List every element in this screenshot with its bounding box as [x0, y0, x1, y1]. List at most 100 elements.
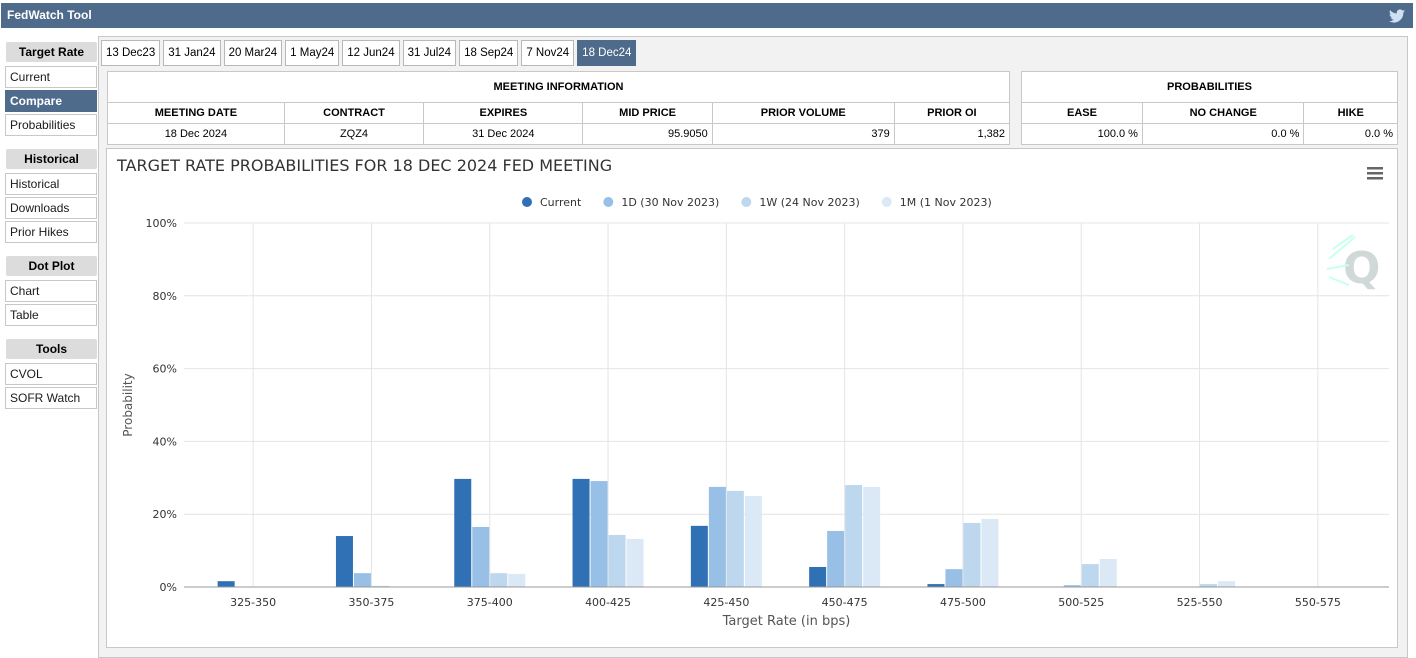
- bar: [845, 485, 863, 587]
- chart-title: TARGET RATE PROBABILITIES FOR 18 DEC 202…: [116, 156, 612, 175]
- sidebar-item[interactable]: Prior Hikes: [5, 221, 97, 243]
- meeting-tab[interactable]: 20 Mar24: [223, 40, 283, 66]
- top-bar: FedWatch Tool: [1, 3, 1413, 28]
- sidebar-item[interactable]: Historical: [5, 173, 97, 195]
- column-header: HIKE: [1303, 102, 1398, 124]
- bar: [1218, 581, 1236, 587]
- sidebar-heading: Tools: [6, 339, 97, 359]
- title-row: PROBABILITIES: [1021, 71, 1398, 103]
- data-row: 100.0 % 0.0 % 0.0 %: [1021, 123, 1398, 145]
- chart: Q TARGET RATE PROBABILITIES FOR 18 DEC 2…: [116, 156, 1389, 629]
- legend-swatch: [603, 197, 614, 207]
- bar: [353, 573, 371, 587]
- meeting-tab[interactable]: 18 Dec24: [577, 40, 637, 66]
- meeting-tab[interactable]: 1 May24: [285, 40, 340, 66]
- legend-item[interactable]: 1D (30 Nov 2023): [603, 196, 719, 209]
- sidebar-item[interactable]: Downloads: [5, 197, 97, 219]
- bar: [508, 573, 526, 587]
- sidebar-group: Historical Historical Downloads Prior Hikes: [5, 149, 97, 243]
- legend-item[interactable]: Current: [522, 196, 582, 209]
- meeting-tab[interactable]: 13 Dec23: [101, 40, 161, 66]
- sidebar-group: Target Rate Current Compare Probabilities: [5, 42, 97, 136]
- bar: [472, 526, 490, 587]
- x-tick-label: 450-475: [822, 596, 868, 609]
- bar: [690, 525, 708, 587]
- bar: [809, 566, 827, 587]
- column-header: EXPIRES: [423, 102, 584, 124]
- bar: [454, 478, 472, 587]
- cell: 31 Dec 2024: [423, 123, 584, 145]
- x-tick-label: 350-375: [348, 596, 394, 609]
- bar: [335, 536, 353, 587]
- bar: [371, 585, 389, 587]
- sidebar-group: Tools CVOL SOFR Watch: [5, 339, 97, 409]
- meeting-tab[interactable]: 12 Jun24: [342, 40, 400, 66]
- bar: [1200, 584, 1218, 587]
- bar: [945, 569, 963, 587]
- cell: 1,382: [893, 123, 1011, 145]
- cell: 0.0 %: [1141, 123, 1305, 145]
- header-row: MEETING DATE CONTRACT EXPIRES MID PRICE PRIO…: [107, 102, 1011, 124]
- sidebar-item[interactable]: Chart: [5, 280, 97, 302]
- menu-icon[interactable]: [1367, 167, 1383, 180]
- legend-label: 1W (24 Nov 2023): [759, 196, 859, 209]
- sidebar-item[interactable]: Compare: [5, 90, 97, 112]
- cell: 100.0 %: [1021, 123, 1143, 145]
- bar: [744, 496, 762, 587]
- sidebar-heading: Target Rate: [6, 42, 97, 62]
- twitter-icon[interactable]: [1389, 9, 1405, 23]
- cell: 379: [711, 123, 895, 145]
- legend-swatch: [881, 197, 892, 207]
- x-tick-label: 500-525: [1058, 596, 1104, 609]
- column-header: MID PRICE: [582, 102, 713, 124]
- meeting-tab[interactable]: 18 Sep24: [459, 40, 519, 66]
- table-title: PROBABILITIES: [1021, 71, 1398, 103]
- x-tick-label: 375-400: [467, 596, 513, 609]
- bar: [863, 486, 881, 587]
- meeting-tabs: 13 Dec23 31 Jan24 20 Mar24 1 May24 12 Jun24 3…: [101, 40, 637, 66]
- column-header: PRIOR OI: [893, 102, 1011, 124]
- meeting-tab[interactable]: 7 Nov24: [521, 40, 575, 66]
- sidebar-item[interactable]: CVOL: [5, 363, 97, 385]
- bar: [626, 538, 644, 587]
- legend-label: Current: [540, 196, 582, 209]
- y-tick-label: 20%: [153, 508, 177, 521]
- legend-item[interactable]: 1M (1 Nov 2023): [881, 196, 992, 209]
- bar: [1063, 585, 1081, 587]
- column-header: PRIOR VOLUME: [711, 102, 895, 124]
- x-tick-label: 400-425: [585, 596, 631, 609]
- meeting-info-table: MEETING INFORMATION MEETING DATE CONTRACT E…: [107, 71, 1011, 145]
- y-tick-label: 0%: [160, 581, 177, 594]
- x-tick-label: 425-450: [703, 596, 749, 609]
- chart-panel: Q TARGET RATE PROBABILITIES FOR 18 DEC 2…: [106, 148, 1398, 648]
- cell: 18 Dec 2024: [107, 123, 285, 145]
- meeting-tab[interactable]: 31 Jan24: [163, 40, 221, 66]
- sidebar-group: Dot Plot Chart Table: [5, 256, 97, 326]
- legend-item[interactable]: 1W (24 Nov 2023): [741, 196, 860, 209]
- watermark-logo: Q: [1326, 234, 1380, 294]
- y-tick-label: 60%: [153, 363, 177, 376]
- sidebar: Target Rate Current Compare Probabilities Hi…: [5, 42, 97, 422]
- bar: [726, 490, 744, 587]
- app-title: FedWatch Tool: [7, 8, 92, 22]
- sidebar-item[interactable]: Table: [5, 304, 97, 326]
- svg-text:Q: Q: [1343, 243, 1380, 294]
- bar: [217, 581, 235, 587]
- meeting-tab[interactable]: 31 Jul24: [402, 40, 457, 66]
- y-tick-label: 40%: [153, 435, 177, 448]
- sidebar-item[interactable]: Current: [5, 66, 97, 88]
- legend-label: 1M (1 Nov 2023): [900, 196, 992, 209]
- y-tick-label: 80%: [153, 290, 177, 303]
- cell: ZQZ4: [283, 123, 425, 145]
- sidebar-heading: Historical: [6, 149, 97, 169]
- bar: [608, 534, 626, 587]
- sidebar-item[interactable]: SOFR Watch: [5, 387, 97, 409]
- probabilities-table: PROBABILITIES EASE NO CHANGE HIKE 100.0 % 0.0…: [1021, 71, 1398, 145]
- bar: [572, 478, 590, 587]
- bar: [490, 573, 508, 587]
- sidebar-item[interactable]: Probabilities: [5, 114, 97, 136]
- column-header: CONTRACT: [283, 102, 425, 124]
- bar: [827, 530, 845, 587]
- cell: 95.9050: [582, 123, 713, 145]
